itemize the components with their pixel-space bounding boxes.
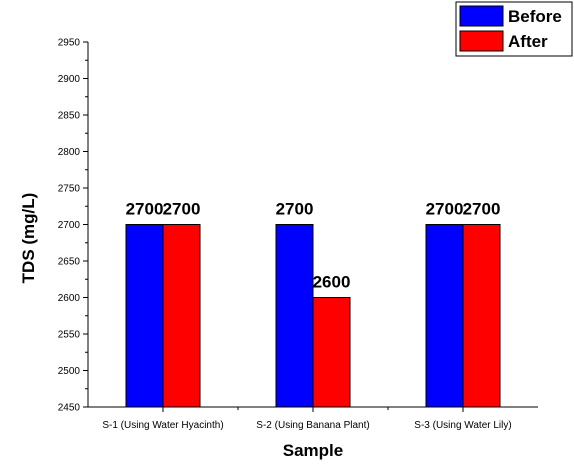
- y-axis-title: TDS (mg/L): [19, 193, 38, 284]
- bar-after: [312, 297, 351, 408]
- data-label-after: 2600: [313, 273, 351, 292]
- legend-label-after: After: [508, 32, 548, 51]
- y-tick-label: 2800: [58, 147, 81, 158]
- y-tick-label: 2700: [58, 220, 81, 231]
- bar-before: [425, 224, 464, 408]
- bar-before: [275, 224, 314, 408]
- y-tick-label: 2900: [58, 74, 81, 85]
- y-tick-label: 2950: [58, 38, 81, 49]
- bar-after: [162, 224, 201, 408]
- legend-swatch-before: [459, 5, 504, 27]
- y-tick-label: 2600: [58, 293, 81, 304]
- bar-before: [125, 224, 164, 408]
- y-tick-label: 2500: [58, 366, 81, 377]
- data-label-before: 2700: [126, 200, 164, 219]
- y-ticks: 2450 2500 2550 2600 2650 2700 2750 2800 2850 2900…: [58, 38, 88, 414]
- data-label-before: 2700: [426, 200, 464, 219]
- legend: Before After: [455, 1, 573, 57]
- bars: [125, 224, 501, 408]
- x-tick-label: S-2 (Using Banana Plant): [256, 420, 369, 431]
- x-axis-title: Sample: [283, 441, 343, 460]
- data-label-after: 2700: [163, 200, 201, 219]
- x-ticks: S-1 (Using Water Hyacinth) S-2 (Using Ban…: [102, 407, 512, 431]
- y-tick-label: 2550: [58, 330, 81, 341]
- legend-swatch-after: [459, 30, 504, 52]
- x-tick-label: S-3 (Using Water Lily): [414, 420, 511, 431]
- plot-area: 2450 2500 2550 2600 2650 2700 2750 2800 2850 2900…: [58, 38, 538, 431]
- y-tick-label: 2450: [58, 403, 81, 414]
- y-tick-label: 2750: [58, 184, 81, 195]
- legend-label-before: Before: [508, 7, 562, 26]
- y-tick-label: 2650: [58, 257, 81, 268]
- data-label-before: 2700: [276, 200, 314, 219]
- bar-after: [462, 224, 501, 408]
- x-tick-label: S-1 (Using Water Hyacinth): [102, 420, 223, 431]
- data-label-after: 2700: [463, 200, 501, 219]
- y-tick-label: 2850: [58, 111, 81, 122]
